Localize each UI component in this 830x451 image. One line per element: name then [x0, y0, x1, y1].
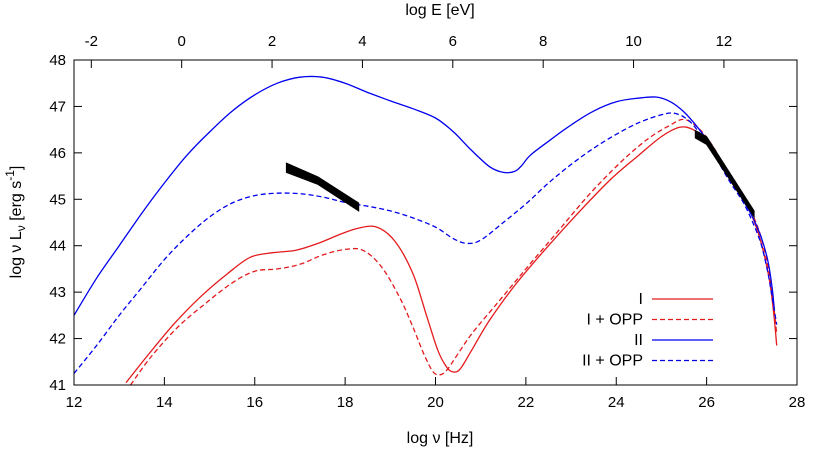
- plot-frame: [73, 59, 798, 386]
- series-line-3: [74, 75, 776, 316]
- y-axis-title-unit: [erg s: [8, 181, 25, 225]
- legend-label: I: [639, 291, 643, 308]
- series-line-2: [129, 118, 778, 385]
- top-tick-label: 6: [449, 33, 457, 50]
- y-tick-label: 42: [49, 331, 66, 348]
- x-tick-label: 14: [156, 394, 173, 411]
- y-tick-label: 41: [49, 377, 66, 394]
- x-tick-label: 16: [246, 394, 263, 411]
- top-tick-label: 10: [625, 33, 642, 50]
- top-tick-label: 0: [178, 33, 186, 50]
- series-line-1: [125, 126, 778, 384]
- top-tick-label: 4: [358, 33, 366, 50]
- x-tick-label: 24: [608, 394, 625, 411]
- top-tick-label: 12: [716, 33, 733, 50]
- series-layer: [74, 75, 778, 385]
- top-tick-label: -2: [85, 33, 98, 50]
- axis-ticks: [73, 59, 798, 386]
- y-axis-title-main: log ν L: [8, 231, 25, 278]
- x-tick-label: 12: [66, 394, 83, 411]
- x-tick-label: 20: [427, 394, 444, 411]
- y-tick-label: 44: [49, 238, 66, 255]
- y-tick-label: 47: [49, 98, 66, 115]
- y-axis-title-subscript: ν: [14, 225, 28, 231]
- observed-data-band-2: [694, 129, 755, 219]
- x-tick-label: 22: [518, 394, 535, 411]
- y-axis-title-end: ]: [8, 166, 25, 170]
- x-tick-label: 26: [698, 394, 715, 411]
- x-tick-label: 18: [337, 394, 354, 411]
- top-tick-label: 8: [539, 33, 547, 50]
- top-axis-title: log E [eV]: [405, 2, 474, 19]
- y-axis-title-superscript: -1: [3, 170, 17, 181]
- y-tick-label: 46: [49, 145, 66, 162]
- legend-label: I + OPP: [587, 312, 643, 329]
- data-bands-layer: [285, 129, 755, 219]
- y-axis-title: log ν Lν [erg s-1]: [3, 166, 28, 279]
- y-tick-label: 48: [49, 52, 66, 69]
- series-line-4: [74, 112, 778, 374]
- legend-label: II: [634, 332, 643, 349]
- top-tick-label: 2: [268, 33, 276, 50]
- x-axis-title: log ν [Hz]: [407, 430, 474, 447]
- observed-data-band-1: [285, 162, 360, 212]
- legend-label: II + OPP: [582, 353, 643, 370]
- y-tick-label: 43: [49, 284, 66, 301]
- x-tick-label: 28: [789, 394, 806, 411]
- y-tick-label: 45: [49, 191, 66, 208]
